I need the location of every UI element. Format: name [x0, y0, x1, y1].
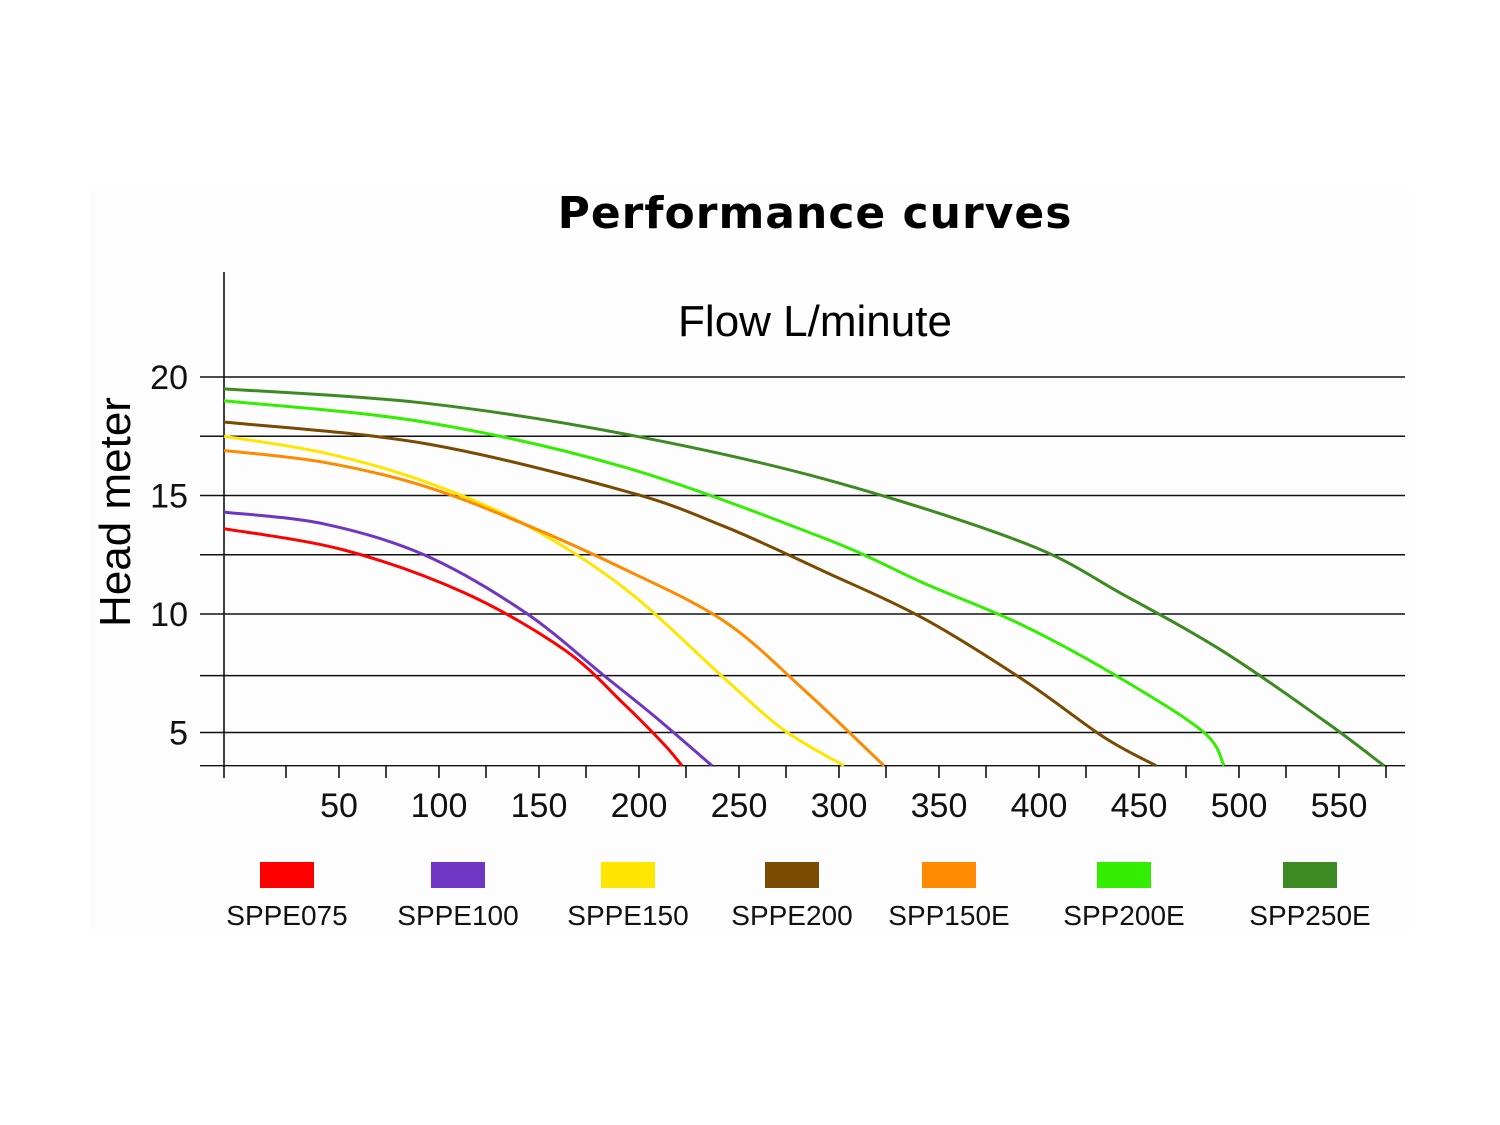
- series-line-sppe100: [223, 510, 713, 767]
- y-tick-label: 15: [150, 478, 188, 516]
- x-tick-label: 150: [511, 787, 568, 825]
- legend: SPPE075 SPPE100 SPPE150 SPPE200 SPP150E SPP20…: [0, 860, 1500, 940]
- grid-layer: [200, 376, 1405, 767]
- legend-swatch: [601, 862, 655, 888]
- x-tick-label: 300: [811, 787, 868, 825]
- legend-swatch: [1097, 862, 1151, 888]
- legend-item-spp200e: SPP200E: [1039, 860, 1209, 932]
- x-tick-label: 550: [1311, 787, 1368, 825]
- legend-label: SPPE150: [567, 900, 689, 931]
- legend-swatch: [431, 862, 485, 888]
- series-line-spp250e: [223, 387, 1385, 767]
- series-line-spp200e: [223, 399, 1226, 767]
- x-tick-label: 400: [1011, 787, 1068, 825]
- legend-item-sppe150: SPPE150: [543, 860, 713, 932]
- x-tick-label: 100: [411, 787, 468, 825]
- chart-panel: [90, 190, 1410, 930]
- x-axis-title: Flow L/minute: [678, 297, 952, 346]
- x-tick-label: 350: [911, 787, 968, 825]
- legend-label: SPPE100: [397, 900, 519, 931]
- y-tick-label: 20: [150, 359, 188, 397]
- legend-item-sppe100: SPPE100: [373, 860, 543, 932]
- x-tick-label: 500: [1211, 787, 1268, 825]
- x-tick-label: 450: [1111, 787, 1168, 825]
- legend-swatch: [765, 862, 819, 888]
- legend-item-sppe075: SPPE075: [202, 860, 372, 932]
- legend-label: SPP150E: [888, 900, 1010, 931]
- series-line-spp150e: [223, 448, 886, 767]
- axis-layer: 5 10 15 20 50 100 150 200 250 300 350 400 450 500 550: [150, 272, 1387, 825]
- legend-swatch: [922, 862, 976, 888]
- legend-swatch: [1283, 862, 1337, 888]
- chart-title: Performance curves: [557, 188, 1073, 239]
- legend-label: SPPE075: [226, 900, 348, 931]
- x-tick-label: 200: [611, 787, 668, 825]
- legend-item-spp150e: SPP150E: [864, 860, 1034, 932]
- x-tick-label: 250: [711, 787, 768, 825]
- series-line-sppe200: [223, 420, 1157, 767]
- legend-label: SPPE200: [731, 900, 853, 931]
- legend-item-sppe200: SPPE200: [707, 860, 877, 932]
- legend-swatch: [260, 862, 314, 888]
- legend-label: SPP250E: [1249, 900, 1371, 931]
- y-tick-label: 10: [150, 596, 188, 634]
- series-layer: [223, 387, 1385, 767]
- x-tick-label: 50: [320, 787, 358, 825]
- legend-label: SPP200E: [1063, 900, 1185, 931]
- y-tick-label: 5: [169, 715, 188, 753]
- y-axis-title: Head meter: [91, 397, 140, 627]
- legend-item-spp250e: SPP250E: [1225, 860, 1395, 932]
- series-line-sppe075: [223, 527, 684, 767]
- series-line-sppe150: [223, 434, 845, 767]
